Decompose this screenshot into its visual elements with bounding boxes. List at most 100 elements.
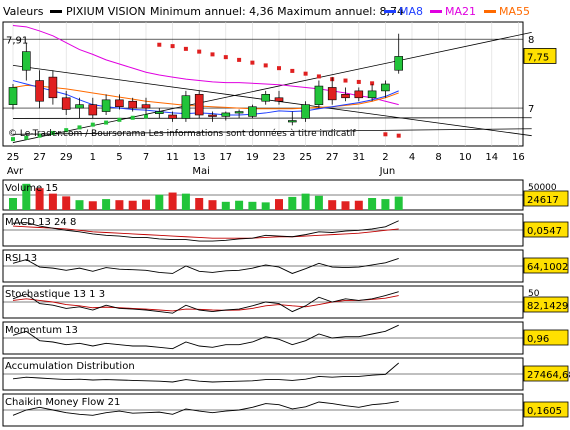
volume-bar — [115, 200, 124, 210]
candle-body — [367, 90, 377, 99]
price-left-label: 7,91 — [6, 35, 28, 46]
candle-body — [21, 51, 31, 71]
sar-dot — [117, 117, 122, 122]
candle-body — [101, 99, 111, 112]
candle-body — [115, 99, 124, 108]
sar-dot — [290, 68, 295, 73]
sar-dot — [77, 125, 82, 130]
panel-value: 64,1002 — [527, 262, 568, 273]
volume-bar — [275, 199, 283, 210]
sar-dot — [370, 81, 375, 86]
volume-bar — [341, 201, 350, 210]
volume-bar — [248, 201, 257, 210]
x-tick-label: 19 — [246, 152, 259, 163]
volume-bar — [261, 202, 270, 210]
candle-body — [301, 104, 310, 119]
sar-dot — [316, 74, 321, 79]
x-axis: 25 27 29 1 5 7 11 13 17 19 23 25 27 31 2 4 8 10 14 16 Avr Mai… — [7, 152, 525, 177]
candle-body — [128, 100, 137, 109]
sar-dot — [263, 63, 268, 68]
x-tick-label: 25 — [299, 152, 312, 163]
panel-value-box — [523, 221, 569, 238]
x-tick-label: 14 — [485, 152, 498, 163]
indicator-line — [12, 362, 399, 383]
volume-bar — [394, 196, 403, 210]
trendline — [12, 31, 532, 143]
volume-bar — [354, 200, 363, 210]
sar-dot — [356, 79, 361, 84]
x-tick-label: 8 — [435, 152, 441, 163]
volume-bar — [35, 188, 44, 210]
x-tick-label: 4 — [409, 152, 415, 163]
legend-ma55-swatch — [484, 10, 496, 13]
volume-bar — [168, 192, 177, 210]
chart-header: Valeurs PIXIUM VISION Minimum annuel: 4,… — [3, 5, 530, 18]
x-tick-label: 17 — [219, 152, 232, 163]
volume-bar — [102, 199, 111, 210]
price-tick-label: 8 — [528, 35, 534, 46]
indicator-line — [12, 258, 399, 274]
indicator-panels: Volume 15 50000 24617 MACD 13 24 8 0,0547 RSI… — [2, 179, 570, 427]
annual-minmax: Minimum annuel: 4,36 Maximum annuel: 8,7… — [150, 5, 404, 18]
sar-dot — [210, 52, 215, 57]
sar-dot — [237, 57, 242, 62]
panel-value-box — [523, 190, 569, 207]
volume-bar — [314, 195, 323, 210]
candle-body — [35, 80, 44, 102]
panel-value: 0,96 — [527, 334, 549, 345]
indicator-line — [12, 220, 399, 242]
panel-stoch: Stochastique 13 1 3 50 82,1429 — [2, 285, 569, 319]
panel-title: RSI 13 — [5, 253, 37, 264]
price-grid — [3, 22, 523, 146]
sar-dot — [157, 42, 162, 47]
candle-body — [75, 104, 84, 109]
volume-bar — [88, 201, 97, 210]
sar-dot — [396, 133, 401, 138]
watermark: © Le-Trader.com / Boursorama Les informa… — [8, 128, 356, 139]
candle-body — [8, 87, 18, 105]
legend-ma8-swatch — [384, 10, 396, 13]
ma8-line — [12, 80, 399, 116]
x-tick-label: 23 — [273, 152, 286, 163]
panel-value-box — [523, 401, 569, 418]
sar-dot — [170, 44, 175, 49]
panel-macd: MACD 13 24 8 0,0547 — [2, 213, 569, 247]
panel-momentum: Momentum 13 0,96 — [2, 321, 569, 355]
sar-dot — [303, 71, 308, 76]
panel-title: MACD 13 24 8 — [5, 217, 76, 228]
sar-dot — [64, 128, 69, 133]
panel-title: Chaikin Money Flow 21 — [5, 397, 120, 408]
volume-bar — [181, 193, 190, 210]
candle-body — [194, 94, 204, 116]
candle-body — [141, 104, 151, 109]
stock-name: PIXIUM VISION — [66, 5, 146, 18]
sar-dot — [144, 114, 148, 119]
volume-bar — [381, 199, 390, 210]
panel-side-tick: 50 — [528, 289, 540, 299]
indicator-line — [12, 324, 399, 350]
parabolic-sar — [11, 42, 401, 142]
price-tick-label: 7 — [528, 104, 534, 115]
candle-body — [341, 94, 350, 99]
x-tick-label: 25 — [7, 152, 20, 163]
trendlines — [12, 31, 532, 143]
x-tick-label: 13 — [193, 152, 206, 163]
candle-body — [381, 83, 390, 92]
volume-bar — [288, 196, 297, 210]
volume-bar — [235, 200, 244, 210]
sar-dot — [90, 122, 95, 127]
volume-bar — [75, 200, 84, 210]
x-tick-label: 7 — [143, 152, 149, 163]
panel-side-tick: 50000 — [528, 183, 557, 193]
x-tick-label: 1 — [90, 152, 96, 163]
candle-body — [287, 120, 297, 123]
panel-title: Stochastique 13 1 3 — [5, 289, 105, 300]
x-month-label: Avr — [7, 166, 24, 177]
volume-bar — [301, 193, 310, 210]
x-tick-label: 10 — [459, 152, 472, 163]
indicator-line — [12, 400, 399, 416]
last-price-box: 7,75 — [523, 48, 557, 64]
panel-value: 0,1605 — [527, 406, 562, 417]
candle-body — [327, 87, 337, 101]
trendline — [12, 117, 532, 119]
